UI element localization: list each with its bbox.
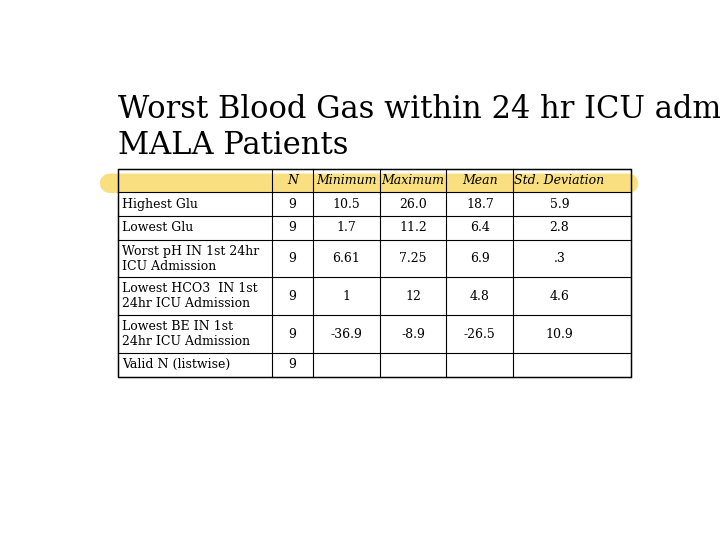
Text: Highest Glu: Highest Glu xyxy=(122,198,198,211)
Text: 18.7: 18.7 xyxy=(466,198,494,211)
Text: -26.5: -26.5 xyxy=(464,328,495,341)
Text: Minimum: Minimum xyxy=(316,174,377,187)
Text: Std. Deviation: Std. Deviation xyxy=(514,174,605,187)
Text: Valid N (listwise): Valid N (listwise) xyxy=(122,359,230,372)
Text: 10.9: 10.9 xyxy=(546,328,573,341)
Text: 9: 9 xyxy=(289,290,297,303)
Text: Lowest Glu: Lowest Glu xyxy=(122,221,194,234)
Text: 9: 9 xyxy=(289,198,297,211)
Text: Worst Blood Gas within 24 hr ICU admission in
MALA Patients: Worst Blood Gas within 24 hr ICU admissi… xyxy=(118,94,720,161)
Text: Worst pH IN 1st 24hr
ICU Admission: Worst pH IN 1st 24hr ICU Admission xyxy=(122,245,260,273)
Text: -8.9: -8.9 xyxy=(401,328,425,341)
Text: 6.9: 6.9 xyxy=(470,252,490,265)
Text: Mean: Mean xyxy=(462,174,498,187)
Text: Maximum: Maximum xyxy=(382,174,444,187)
Text: 2.8: 2.8 xyxy=(549,221,570,234)
Text: 5.9: 5.9 xyxy=(549,198,570,211)
Text: 9: 9 xyxy=(289,221,297,234)
Text: 7.25: 7.25 xyxy=(400,252,427,265)
Text: 26.0: 26.0 xyxy=(399,198,427,211)
Text: 9: 9 xyxy=(289,328,297,341)
Text: 9: 9 xyxy=(289,359,297,372)
Text: 4.6: 4.6 xyxy=(549,290,570,303)
Text: 4.8: 4.8 xyxy=(470,290,490,303)
Text: .3: .3 xyxy=(554,252,565,265)
Text: 6.61: 6.61 xyxy=(333,252,360,265)
Text: -36.9: -36.9 xyxy=(330,328,362,341)
Text: Lowest BE IN 1st
24hr ICU Admission: Lowest BE IN 1st 24hr ICU Admission xyxy=(122,320,251,348)
Text: 10.5: 10.5 xyxy=(333,198,360,211)
Text: 9: 9 xyxy=(289,252,297,265)
Text: N: N xyxy=(287,174,298,187)
Text: Lowest HCO3  IN 1st
24hr ICU Admission: Lowest HCO3 IN 1st 24hr ICU Admission xyxy=(122,282,258,310)
Text: 1: 1 xyxy=(342,290,351,303)
Text: 6.4: 6.4 xyxy=(470,221,490,234)
Text: 11.2: 11.2 xyxy=(399,221,427,234)
Text: 1.7: 1.7 xyxy=(336,221,356,234)
Text: 12: 12 xyxy=(405,290,421,303)
